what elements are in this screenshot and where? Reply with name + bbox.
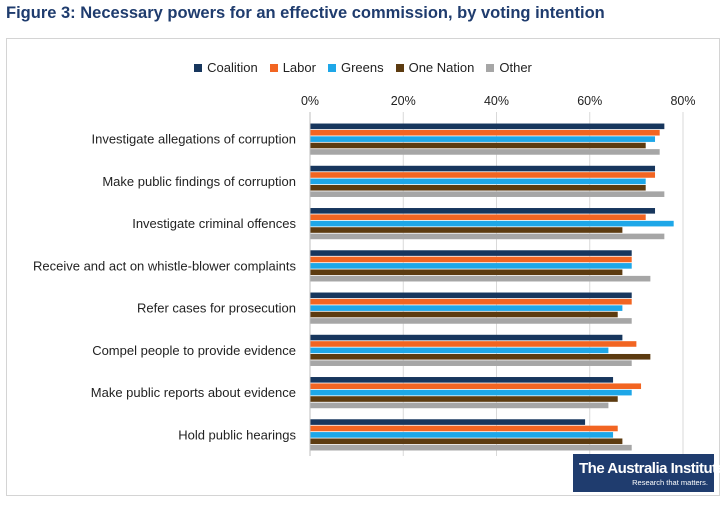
- category-label: Investigate criminal offences: [132, 216, 296, 231]
- category-label: Investigate allegations of corruption: [91, 132, 296, 147]
- category-label: Hold public hearings: [178, 427, 296, 442]
- figure-title: Figure 3: Necessary powers for an effect…: [6, 4, 605, 22]
- legend-swatch-labor: [269, 63, 278, 72]
- bar-other: [310, 149, 660, 155]
- bar-other: [310, 360, 632, 366]
- legend-item-coalition: Coalition: [194, 60, 258, 75]
- bar-other: [310, 318, 632, 324]
- legend-label-greens: Greens: [340, 60, 384, 75]
- bar-greens: [310, 432, 614, 438]
- legend-item-labor: Labor: [269, 60, 316, 75]
- bar-labor: [310, 256, 632, 263]
- logo-tagline: Research that matters.: [632, 478, 708, 487]
- bar-greens: [310, 136, 656, 142]
- logo-name: The Australia Institute: [579, 460, 725, 477]
- legend-item-greens: Greens: [327, 60, 384, 75]
- bar-one-nation: [310, 353, 651, 360]
- bar-labor: [310, 425, 618, 432]
- legend-label-other: Other: [499, 60, 532, 75]
- bar-labor: [310, 214, 646, 221]
- bar-coalition: [310, 334, 623, 341]
- bar-greens: [310, 305, 623, 311]
- x-tick-label: 20%: [391, 94, 416, 108]
- bar-other: [310, 275, 651, 282]
- category-label: Make public findings of corruption: [102, 174, 296, 189]
- category-label: Make public reports about evidence: [91, 385, 296, 400]
- chart-legend: Coalition Labor Greens One Nation Other: [0, 60, 726, 75]
- legend-swatch-one-nation: [395, 63, 404, 72]
- bar-greens: [310, 389, 632, 396]
- bar-labor: [310, 129, 660, 136]
- x-tick-label: 80%: [670, 94, 695, 108]
- legend-label-labor: Labor: [282, 60, 316, 75]
- legend-swatch-other: [486, 63, 495, 72]
- bar-other: [310, 233, 665, 240]
- bar-one-nation: [310, 269, 623, 276]
- bar-greens: [310, 347, 609, 354]
- bar-one-nation: [310, 396, 618, 402]
- legend-swatch-coalition: [194, 63, 203, 72]
- bar-coalition: [310, 123, 665, 130]
- legend-item-other: Other: [486, 60, 532, 75]
- bar-one-nation: [310, 438, 623, 445]
- bar-other: [310, 191, 665, 197]
- bar-other: [310, 444, 632, 451]
- bar-coalition: [310, 377, 614, 383]
- bar-other: [310, 402, 609, 409]
- category-label: Compel people to provide evidence: [92, 343, 296, 358]
- legend-item-one-nation: One Nation: [395, 60, 475, 75]
- x-tick-label: 40%: [484, 94, 509, 108]
- legend-label-coalition: Coalition: [207, 60, 258, 75]
- bar-labor: [310, 298, 632, 305]
- x-tick-label: 60%: [577, 94, 602, 108]
- bar-greens: [310, 178, 646, 185]
- legend-label-one-nation: One Nation: [408, 60, 475, 75]
- bar-greens: [310, 263, 632, 269]
- bar-coalition: [310, 292, 632, 299]
- australia-institute-logo: The Australia Institute Research that ma…: [573, 454, 725, 492]
- bar-one-nation: [310, 311, 618, 318]
- bar-labor: [310, 341, 637, 347]
- bar-coalition: [310, 419, 586, 425]
- bar-one-nation: [310, 184, 646, 191]
- category-label: Receive and act on whistle-blower compla…: [33, 258, 297, 273]
- category-label: Refer cases for prosecution: [137, 301, 296, 316]
- x-tick-label: 0%: [301, 94, 319, 108]
- bar-labor: [310, 383, 642, 390]
- bar-one-nation: [310, 142, 646, 149]
- bar-labor: [310, 172, 656, 178]
- bar-coalition: [310, 208, 656, 214]
- legend-swatch-greens: [327, 63, 336, 72]
- bar-greens: [310, 220, 674, 227]
- bar-one-nation: [310, 227, 623, 233]
- bar-coalition: [310, 165, 656, 172]
- bar-coalition: [310, 250, 632, 256]
